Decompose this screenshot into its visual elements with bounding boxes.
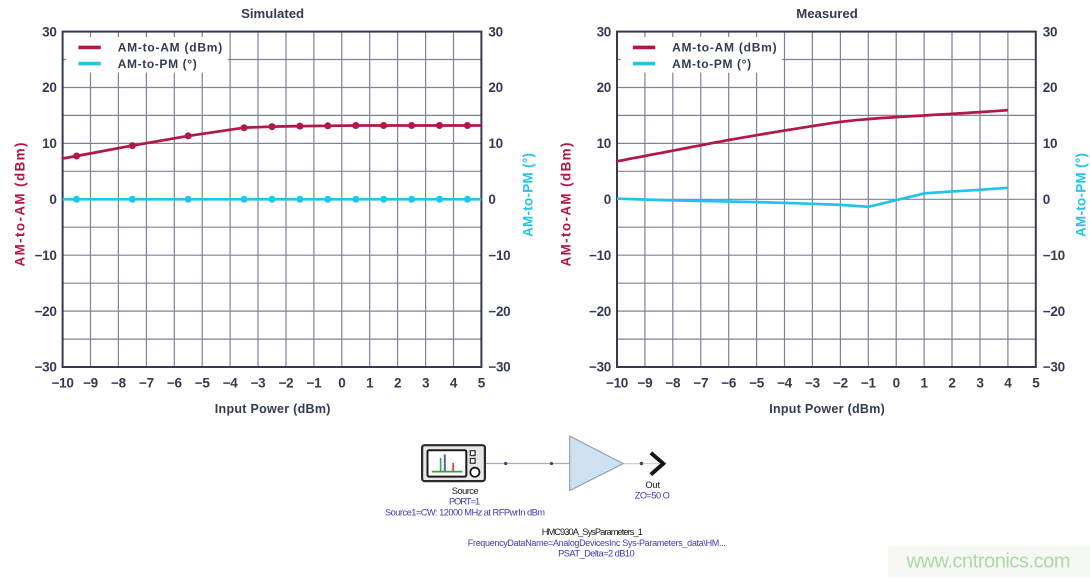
svg-text:−2: −2: [279, 375, 294, 390]
svg-text:20: 20: [488, 80, 502, 95]
svg-text:Input Power (dBm): Input Power (dBm): [769, 402, 885, 416]
svg-text:−10: −10: [35, 248, 57, 263]
svg-text:−10: −10: [52, 375, 74, 390]
svg-text:20: 20: [597, 80, 611, 95]
svg-text:−2: −2: [833, 375, 848, 390]
svg-text:FrequencyDataName=AnalogDevice: FrequencyDataName=AnalogDevicesInc Sys-P…: [468, 538, 726, 548]
svg-text:−10: −10: [606, 375, 628, 390]
svg-text:Measured: Measured: [796, 6, 858, 21]
svg-text:Simulated: Simulated: [241, 6, 304, 21]
svg-text:−8: −8: [111, 375, 127, 390]
svg-text:−4: −4: [223, 375, 239, 390]
svg-text:Source1=CW: 12000 MHz at RFPwr: Source1=CW: 12000 MHz at RFPwrIn dBm: [385, 507, 545, 517]
svg-text:AM-to-PM (°): AM-to-PM (°): [118, 57, 197, 71]
svg-text:2: 2: [948, 375, 955, 390]
svg-text:−7: −7: [139, 375, 154, 390]
svg-text:−3: −3: [251, 375, 267, 390]
svg-text:AM-to-AM (dBm): AM-to-AM (dBm): [672, 41, 777, 55]
svg-text:AM-to-PM (°): AM-to-PM (°): [672, 57, 751, 71]
svg-text:0: 0: [893, 375, 900, 390]
svg-text:AM-to-PM (°): AM-to-PM (°): [1073, 153, 1088, 237]
svg-text:30: 30: [1043, 24, 1057, 39]
svg-text:PORT=1: PORT=1: [449, 497, 480, 507]
svg-text:−1: −1: [861, 375, 877, 390]
svg-text:−1: −1: [307, 375, 323, 390]
svg-text:−5: −5: [749, 375, 765, 390]
svg-text:−10: −10: [488, 248, 510, 263]
svg-text:1: 1: [920, 375, 928, 390]
svg-text:−30: −30: [589, 360, 611, 375]
svg-text:AM-to-PM (°): AM-to-PM (°): [520, 153, 535, 237]
svg-text:−9: −9: [638, 375, 653, 390]
svg-text:−30: −30: [1043, 360, 1065, 375]
svg-text:10: 10: [1043, 136, 1057, 151]
svg-text:−30: −30: [35, 360, 57, 375]
svg-text:−20: −20: [488, 304, 510, 319]
svg-text:0: 0: [49, 192, 56, 207]
svg-text:−4: −4: [777, 375, 793, 390]
svg-text:−5: −5: [195, 375, 211, 390]
svg-text:Source: Source: [452, 486, 479, 496]
svg-text:0: 0: [604, 192, 611, 207]
svg-text:2: 2: [394, 375, 401, 390]
svg-text:1: 1: [366, 375, 374, 390]
svg-text:10: 10: [42, 136, 56, 151]
svg-text:−20: −20: [1043, 304, 1065, 319]
svg-text:AM-to-AM (dBm): AM-to-AM (dBm): [559, 143, 574, 267]
svg-text:3: 3: [422, 375, 430, 390]
svg-text:5: 5: [478, 375, 486, 390]
svg-text:PSAT_Delta=2 dB10: PSAT_Delta=2 dB10: [558, 548, 635, 558]
svg-text:www.cntronics.com: www.cntronics.com: [906, 551, 1071, 573]
svg-text:4: 4: [450, 375, 458, 390]
svg-text:30: 30: [597, 24, 611, 39]
svg-text:−6: −6: [167, 375, 183, 390]
svg-text:ZO=50 O: ZO=50 O: [635, 491, 670, 501]
svg-text:30: 30: [42, 24, 56, 39]
svg-text:5: 5: [1032, 375, 1040, 390]
svg-text:−8: −8: [665, 375, 681, 390]
svg-text:4: 4: [1004, 375, 1012, 390]
svg-text:−7: −7: [693, 375, 708, 390]
svg-text:AM-to-AM (dBm): AM-to-AM (dBm): [118, 41, 223, 55]
svg-text:0: 0: [1043, 192, 1050, 207]
svg-text:−9: −9: [83, 375, 98, 390]
svg-text:−6: −6: [721, 375, 737, 390]
svg-text:HMC930A_SysParameters_1: HMC930A_SysParameters_1: [542, 527, 643, 537]
svg-text:Out: Out: [645, 480, 660, 490]
svg-text:3: 3: [976, 375, 984, 390]
svg-text:−10: −10: [1043, 248, 1065, 263]
svg-text:20: 20: [42, 80, 56, 95]
svg-text:−20: −20: [35, 304, 57, 319]
svg-text:10: 10: [488, 136, 502, 151]
svg-text:30: 30: [488, 24, 502, 39]
svg-text:0: 0: [338, 375, 345, 390]
svg-text:−10: −10: [589, 248, 611, 263]
svg-text:−30: −30: [488, 360, 510, 375]
svg-text:−20: −20: [589, 304, 611, 319]
svg-text:0: 0: [488, 192, 495, 207]
svg-text:Input Power (dBm): Input Power (dBm): [215, 402, 331, 416]
svg-text:−3: −3: [805, 375, 821, 390]
svg-text:AM-to-AM (dBm): AM-to-AM (dBm): [13, 143, 28, 267]
svg-text:10: 10: [597, 136, 611, 151]
svg-text:20: 20: [1043, 80, 1057, 95]
